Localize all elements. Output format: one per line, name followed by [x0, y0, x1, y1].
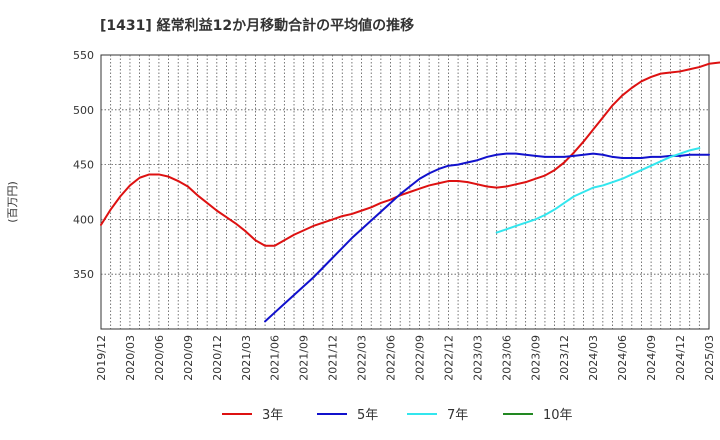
x-tick-label: 2021/09 — [298, 335, 311, 381]
y-tick-label: 450 — [73, 159, 94, 172]
x-tick-label: 2024/09 — [645, 335, 658, 381]
series-line — [100, 61, 720, 247]
x-tick-label: 2020/12 — [211, 335, 224, 381]
series-line — [264, 152, 710, 323]
x-tick-label: 2022/12 — [442, 335, 455, 381]
x-tick-label: 2023/09 — [529, 335, 542, 381]
y-tick-label: 400 — [73, 213, 94, 226]
x-tick-label: 2024/12 — [674, 335, 687, 381]
x-tick-label: 2019/12 — [95, 335, 108, 381]
plot-area — [100, 54, 710, 330]
x-tick-label: 2021/03 — [240, 335, 253, 381]
chart-title: [1431] 経常利益12か月移動合計の平均値の推移 — [100, 17, 414, 34]
x-tick-label: 2021/06 — [269, 335, 282, 381]
x-tick-label: 2024/06 — [616, 335, 629, 381]
x-tick-label: 2022/06 — [385, 335, 398, 381]
y-axis-label: (百万円) — [6, 181, 19, 223]
y-tick-label: 550 — [73, 49, 94, 62]
x-tick-label: 2020/06 — [153, 335, 166, 381]
x-tick-label: 2024/03 — [587, 335, 600, 381]
x-tick-label: 2022/09 — [413, 335, 426, 381]
x-tick-label: 2020/03 — [124, 335, 137, 381]
x-tick-label: 2020/09 — [182, 335, 195, 381]
y-axis-ticks: 350 400 450 500 550 — [73, 49, 94, 281]
x-tick-label: 2023/12 — [558, 335, 571, 381]
x-tick-label: 2023/03 — [471, 335, 484, 381]
y-tick-label: 500 — [73, 104, 94, 117]
legend: 3年 5年 7年 10年 — [222, 408, 573, 423]
x-tick-label: 2021/12 — [327, 335, 340, 381]
series-lines — [100, 61, 720, 323]
x-tick-label: 2025/03 — [703, 335, 716, 381]
y-tick-label: 350 — [73, 268, 94, 281]
x-axis-ticks: 2019/12 2020/03 2020/06 2020/09 2020/12 2021/… — [95, 335, 716, 381]
legend-label: 5年 — [357, 408, 378, 423]
x-tick-label: 2023/06 — [500, 335, 513, 381]
legend-label: 10年 — [543, 408, 573, 423]
legend-label: 3年 — [262, 408, 283, 423]
grid — [101, 55, 709, 329]
series-line — [495, 147, 701, 234]
legend-label: 7年 — [447, 408, 468, 423]
x-tick-label: 2022/03 — [356, 335, 369, 381]
